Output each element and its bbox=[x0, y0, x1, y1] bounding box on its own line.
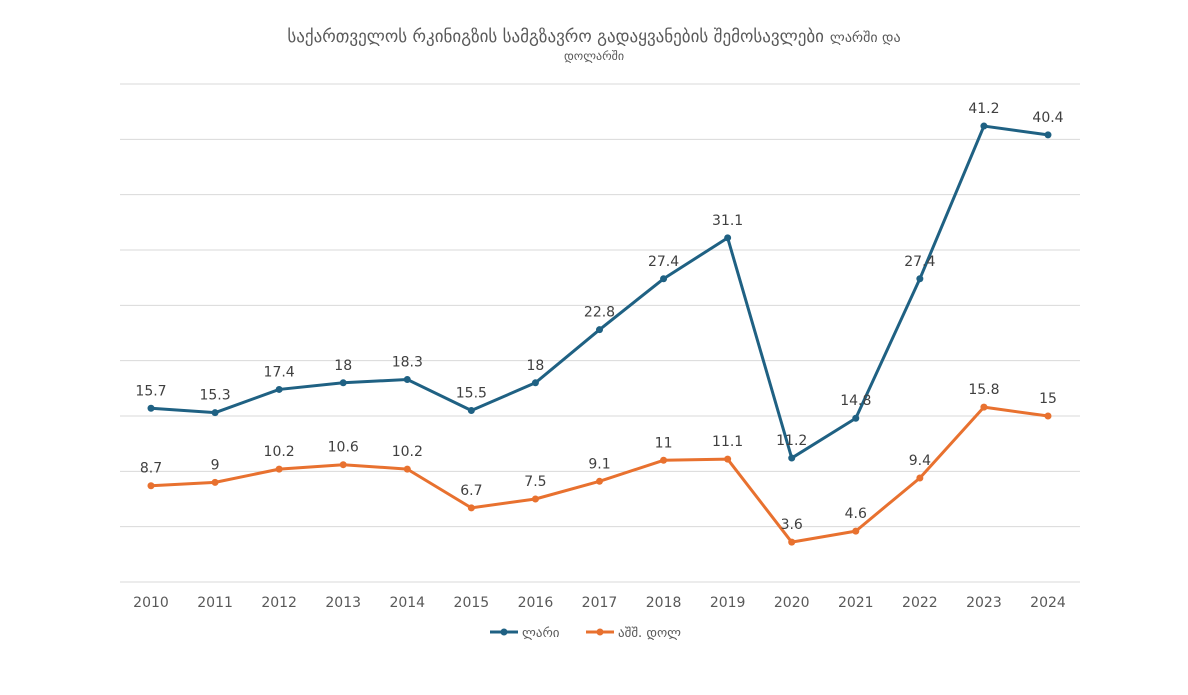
series-line-1 bbox=[149, 405, 1050, 544]
chart-title-suffix: ლარში და bbox=[830, 29, 901, 46]
data-label: 3.6 bbox=[781, 517, 803, 533]
data-label: 10.2 bbox=[264, 444, 295, 460]
data-point bbox=[211, 409, 219, 417]
data-point bbox=[275, 385, 283, 393]
chart-title-main: საქართველოს რკინიგზის სამგზავრო გადაყვან… bbox=[287, 27, 824, 47]
data-label: 15.7 bbox=[135, 383, 166, 399]
x-tick-label: 2014 bbox=[389, 595, 425, 611]
x-tick-label: 2019 bbox=[710, 595, 746, 611]
data-label: 27.4 bbox=[904, 254, 935, 270]
data-label: 41.2 bbox=[968, 101, 999, 117]
x-tick-label: 2010 bbox=[133, 595, 169, 611]
data-point bbox=[1044, 131, 1052, 139]
data-label: 10.6 bbox=[328, 440, 359, 456]
data-label: 18 bbox=[334, 358, 352, 374]
x-tick-label: 2015 bbox=[454, 595, 490, 611]
data-point bbox=[403, 375, 411, 383]
data-point bbox=[980, 403, 988, 411]
series-line-0 bbox=[149, 124, 1050, 460]
data-label: 4.6 bbox=[845, 506, 867, 522]
data-point bbox=[980, 122, 988, 130]
data-label: 11 bbox=[655, 435, 673, 451]
data-point bbox=[596, 477, 603, 485]
data-label: 15 bbox=[1039, 391, 1057, 407]
data-label: 31.1 bbox=[712, 213, 743, 229]
data-point bbox=[147, 482, 155, 490]
data-label: 9.1 bbox=[588, 456, 610, 472]
data-label: 40.4 bbox=[1032, 110, 1063, 126]
x-tick-label: 2012 bbox=[261, 595, 297, 611]
legend-swatch-marker bbox=[596, 628, 604, 636]
data-label: 27.4 bbox=[648, 254, 679, 270]
data-label: 22.8 bbox=[584, 305, 615, 321]
data-point bbox=[531, 495, 539, 503]
data-label: 6.7 bbox=[460, 483, 482, 499]
data-point bbox=[467, 504, 475, 512]
data-label: 9 bbox=[211, 457, 220, 473]
data-labels: 15.7 15.3 17.4 18 18.3 15.5 18 22.8 27.4 31.1 11.2… bbox=[135, 101, 1063, 533]
data-point bbox=[339, 461, 347, 469]
x-tick-label: 2021 bbox=[838, 595, 874, 611]
x-tick-label: 2018 bbox=[646, 595, 682, 611]
data-point bbox=[1044, 412, 1052, 420]
data-point bbox=[916, 275, 924, 283]
data-point bbox=[916, 474, 924, 482]
x-tick-label: 2016 bbox=[518, 595, 554, 611]
data-point bbox=[788, 454, 796, 462]
x-tick-label: 2013 bbox=[325, 595, 361, 611]
data-label: 15.3 bbox=[199, 388, 230, 404]
data-point bbox=[403, 465, 411, 473]
data-point bbox=[724, 455, 732, 463]
data-point bbox=[467, 406, 475, 414]
x-tick-label: 2024 bbox=[1030, 595, 1066, 611]
data-point bbox=[147, 404, 155, 412]
x-tick-label: 2017 bbox=[582, 595, 618, 611]
data-point bbox=[339, 379, 347, 387]
data-label: 11.1 bbox=[712, 434, 743, 450]
data-point bbox=[660, 275, 668, 283]
legend: ლარი აშშ. დოლ bbox=[490, 626, 681, 641]
x-axis-ticks: 2010 2011 2012 2013 2014 2015 2016 2017 2018 2019… bbox=[133, 595, 1066, 611]
data-label: 9.4 bbox=[909, 453, 931, 469]
data-label: 15.5 bbox=[456, 385, 487, 401]
x-tick-label: 2023 bbox=[966, 595, 1002, 611]
data-point bbox=[852, 527, 860, 535]
legend-item-1: აშშ. დოლ bbox=[586, 626, 681, 641]
x-tick-label: 2020 bbox=[774, 595, 810, 611]
data-label: 14.8 bbox=[840, 393, 871, 409]
series-lines bbox=[147, 122, 1052, 546]
data-point bbox=[852, 414, 860, 422]
data-label: 18 bbox=[527, 358, 545, 374]
data-label: 15.8 bbox=[968, 382, 999, 398]
data-label: 10.2 bbox=[392, 444, 423, 460]
data-label: 11.2 bbox=[776, 433, 807, 449]
data-label: 7.5 bbox=[524, 474, 546, 490]
data-label: 18.3 bbox=[392, 354, 423, 370]
data-point bbox=[724, 234, 732, 242]
x-tick-label: 2022 bbox=[902, 595, 938, 611]
chart-title: საქართველოს რკინიგზის სამგზავრო გადაყვან… bbox=[287, 27, 900, 47]
chart-subtitle: დოლარში bbox=[564, 49, 624, 63]
data-label: 17.4 bbox=[264, 364, 295, 380]
data-point bbox=[531, 379, 539, 387]
data-point bbox=[275, 465, 283, 473]
legend-item-0: ლარი bbox=[490, 626, 560, 641]
legend-label: ლარი bbox=[522, 626, 560, 641]
data-point bbox=[211, 478, 219, 486]
data-point bbox=[788, 538, 796, 546]
data-label: 8.7 bbox=[140, 461, 162, 477]
x-tick-label: 2011 bbox=[197, 595, 233, 611]
legend-label: აშშ. დოლ bbox=[618, 626, 681, 641]
legend-swatch-marker bbox=[500, 628, 508, 636]
data-point bbox=[660, 456, 668, 464]
data-point bbox=[596, 326, 603, 334]
